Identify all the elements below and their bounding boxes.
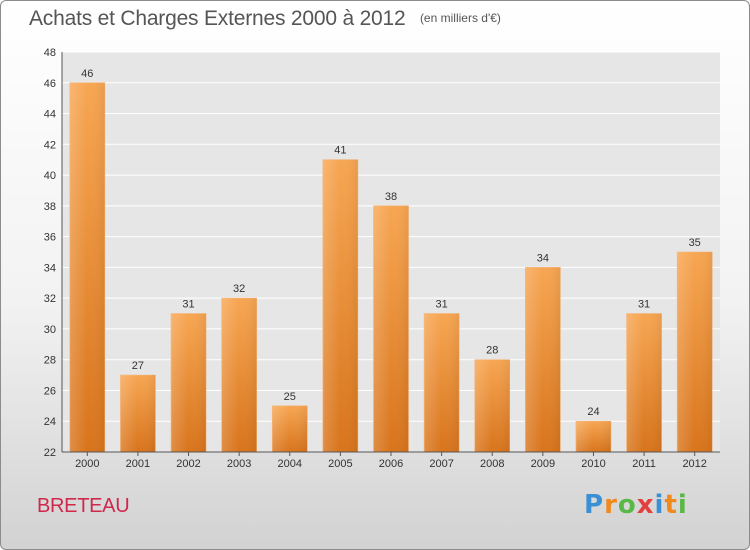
x-tick-labels: 2000 2001 2002 2003 2004 2005 2006 2007 2008 2009… <box>75 452 707 470</box>
x-tick-label-2003: 2003 <box>227 458 251 470</box>
data-label-2008: 28 <box>486 345 498 357</box>
y-tick-label: 38 <box>44 201 56 213</box>
y-tick-label: 40 <box>44 170 56 182</box>
logo-letter: i <box>654 490 665 520</box>
data-label-2003: 32 <box>233 283 245 295</box>
x-tick-label-2001: 2001 <box>126 458 150 470</box>
x-tick-label-2010: 2010 <box>581 458 605 470</box>
city-name: BRETEAU <box>37 495 130 517</box>
data-label-2000: 46 <box>81 68 93 80</box>
bar-shade-2003 <box>221 298 257 452</box>
data-label-2001: 27 <box>132 360 144 372</box>
proxiti-logo[interactable]: Proxiti <box>584 490 688 520</box>
data-label-2011: 31 <box>638 299 650 311</box>
bars <box>69 82 713 453</box>
chart-title: Achats et Charges Externes 2000 à 2012 <box>29 7 406 30</box>
data-labels: 46 27 31 32 25 41 38 31 28 34 24 31 35 <box>81 68 701 418</box>
y-tick-label: 42 <box>44 139 56 151</box>
logo-letter: i <box>677 490 688 520</box>
data-label-2004: 25 <box>284 391 296 403</box>
x-tick-label-2002: 2002 <box>176 458 200 470</box>
x-tick-label-2008: 2008 <box>480 458 504 470</box>
y-tick-label: 26 <box>44 385 56 397</box>
x-tick-label-2005: 2005 <box>328 458 352 470</box>
y-tick-labels: 22 24 26 28 30 32 34 36 38 40 42 44 46 48 <box>44 47 56 459</box>
x-tick-label-2004: 2004 <box>278 458 302 470</box>
data-label-2006: 38 <box>385 191 397 203</box>
y-tick-label: 48 <box>44 47 56 59</box>
logo-letter: P <box>584 490 605 520</box>
x-tick-label-2000: 2000 <box>75 458 99 470</box>
logo-letter: t <box>664 490 678 520</box>
data-label-2007: 31 <box>435 299 447 311</box>
y-tick-label: 36 <box>44 232 56 244</box>
logo-letter: r <box>604 490 618 520</box>
bar-shade-2009 <box>525 267 561 452</box>
bar-shade-2001 <box>120 375 156 452</box>
bar-shade-2008 <box>474 359 510 452</box>
y-tick-label: 28 <box>44 355 56 367</box>
bar-shade-2006 <box>373 205 409 452</box>
y-tick-label: 46 <box>44 78 56 90</box>
title-row: Achats et Charges Externes 2000 à 2012 (… <box>29 7 501 31</box>
data-label-2005: 41 <box>334 145 346 157</box>
data-label-2009: 34 <box>537 252 549 264</box>
data-label-2012: 35 <box>689 237 701 249</box>
bar-shade-2000 <box>69 82 105 453</box>
y-tick-label: 22 <box>44 447 56 459</box>
x-tick-label-2007: 2007 <box>429 458 453 470</box>
x-tick-label-2006: 2006 <box>379 458 403 470</box>
x-tick-label-2011: 2011 <box>632 458 656 470</box>
y-tick-label: 32 <box>44 293 56 305</box>
chart-subtitle: (en milliers d'€) <box>419 11 501 25</box>
bar-shade-2007 <box>424 313 460 452</box>
logo-letter: o <box>617 490 637 520</box>
bar-shade-2002 <box>171 313 207 452</box>
data-label-2002: 31 <box>182 299 194 311</box>
bar-shade-2005 <box>322 159 358 452</box>
y-tick-label: 24 <box>44 416 56 428</box>
bar-shade-2010 <box>575 421 611 452</box>
x-tick-label-2009: 2009 <box>531 458 555 470</box>
bar-shade-2004 <box>272 405 308 452</box>
y-tick-label: 44 <box>44 109 56 121</box>
bar-shade-2012 <box>677 252 713 452</box>
x-tick-label-2012: 2012 <box>682 458 706 470</box>
logo-letter: x <box>636 490 655 520</box>
y-tick-label: 34 <box>44 262 56 274</box>
data-label-2010: 24 <box>587 406 599 418</box>
bar-shade-2011 <box>626 313 662 452</box>
y-tick-label: 30 <box>44 324 56 336</box>
